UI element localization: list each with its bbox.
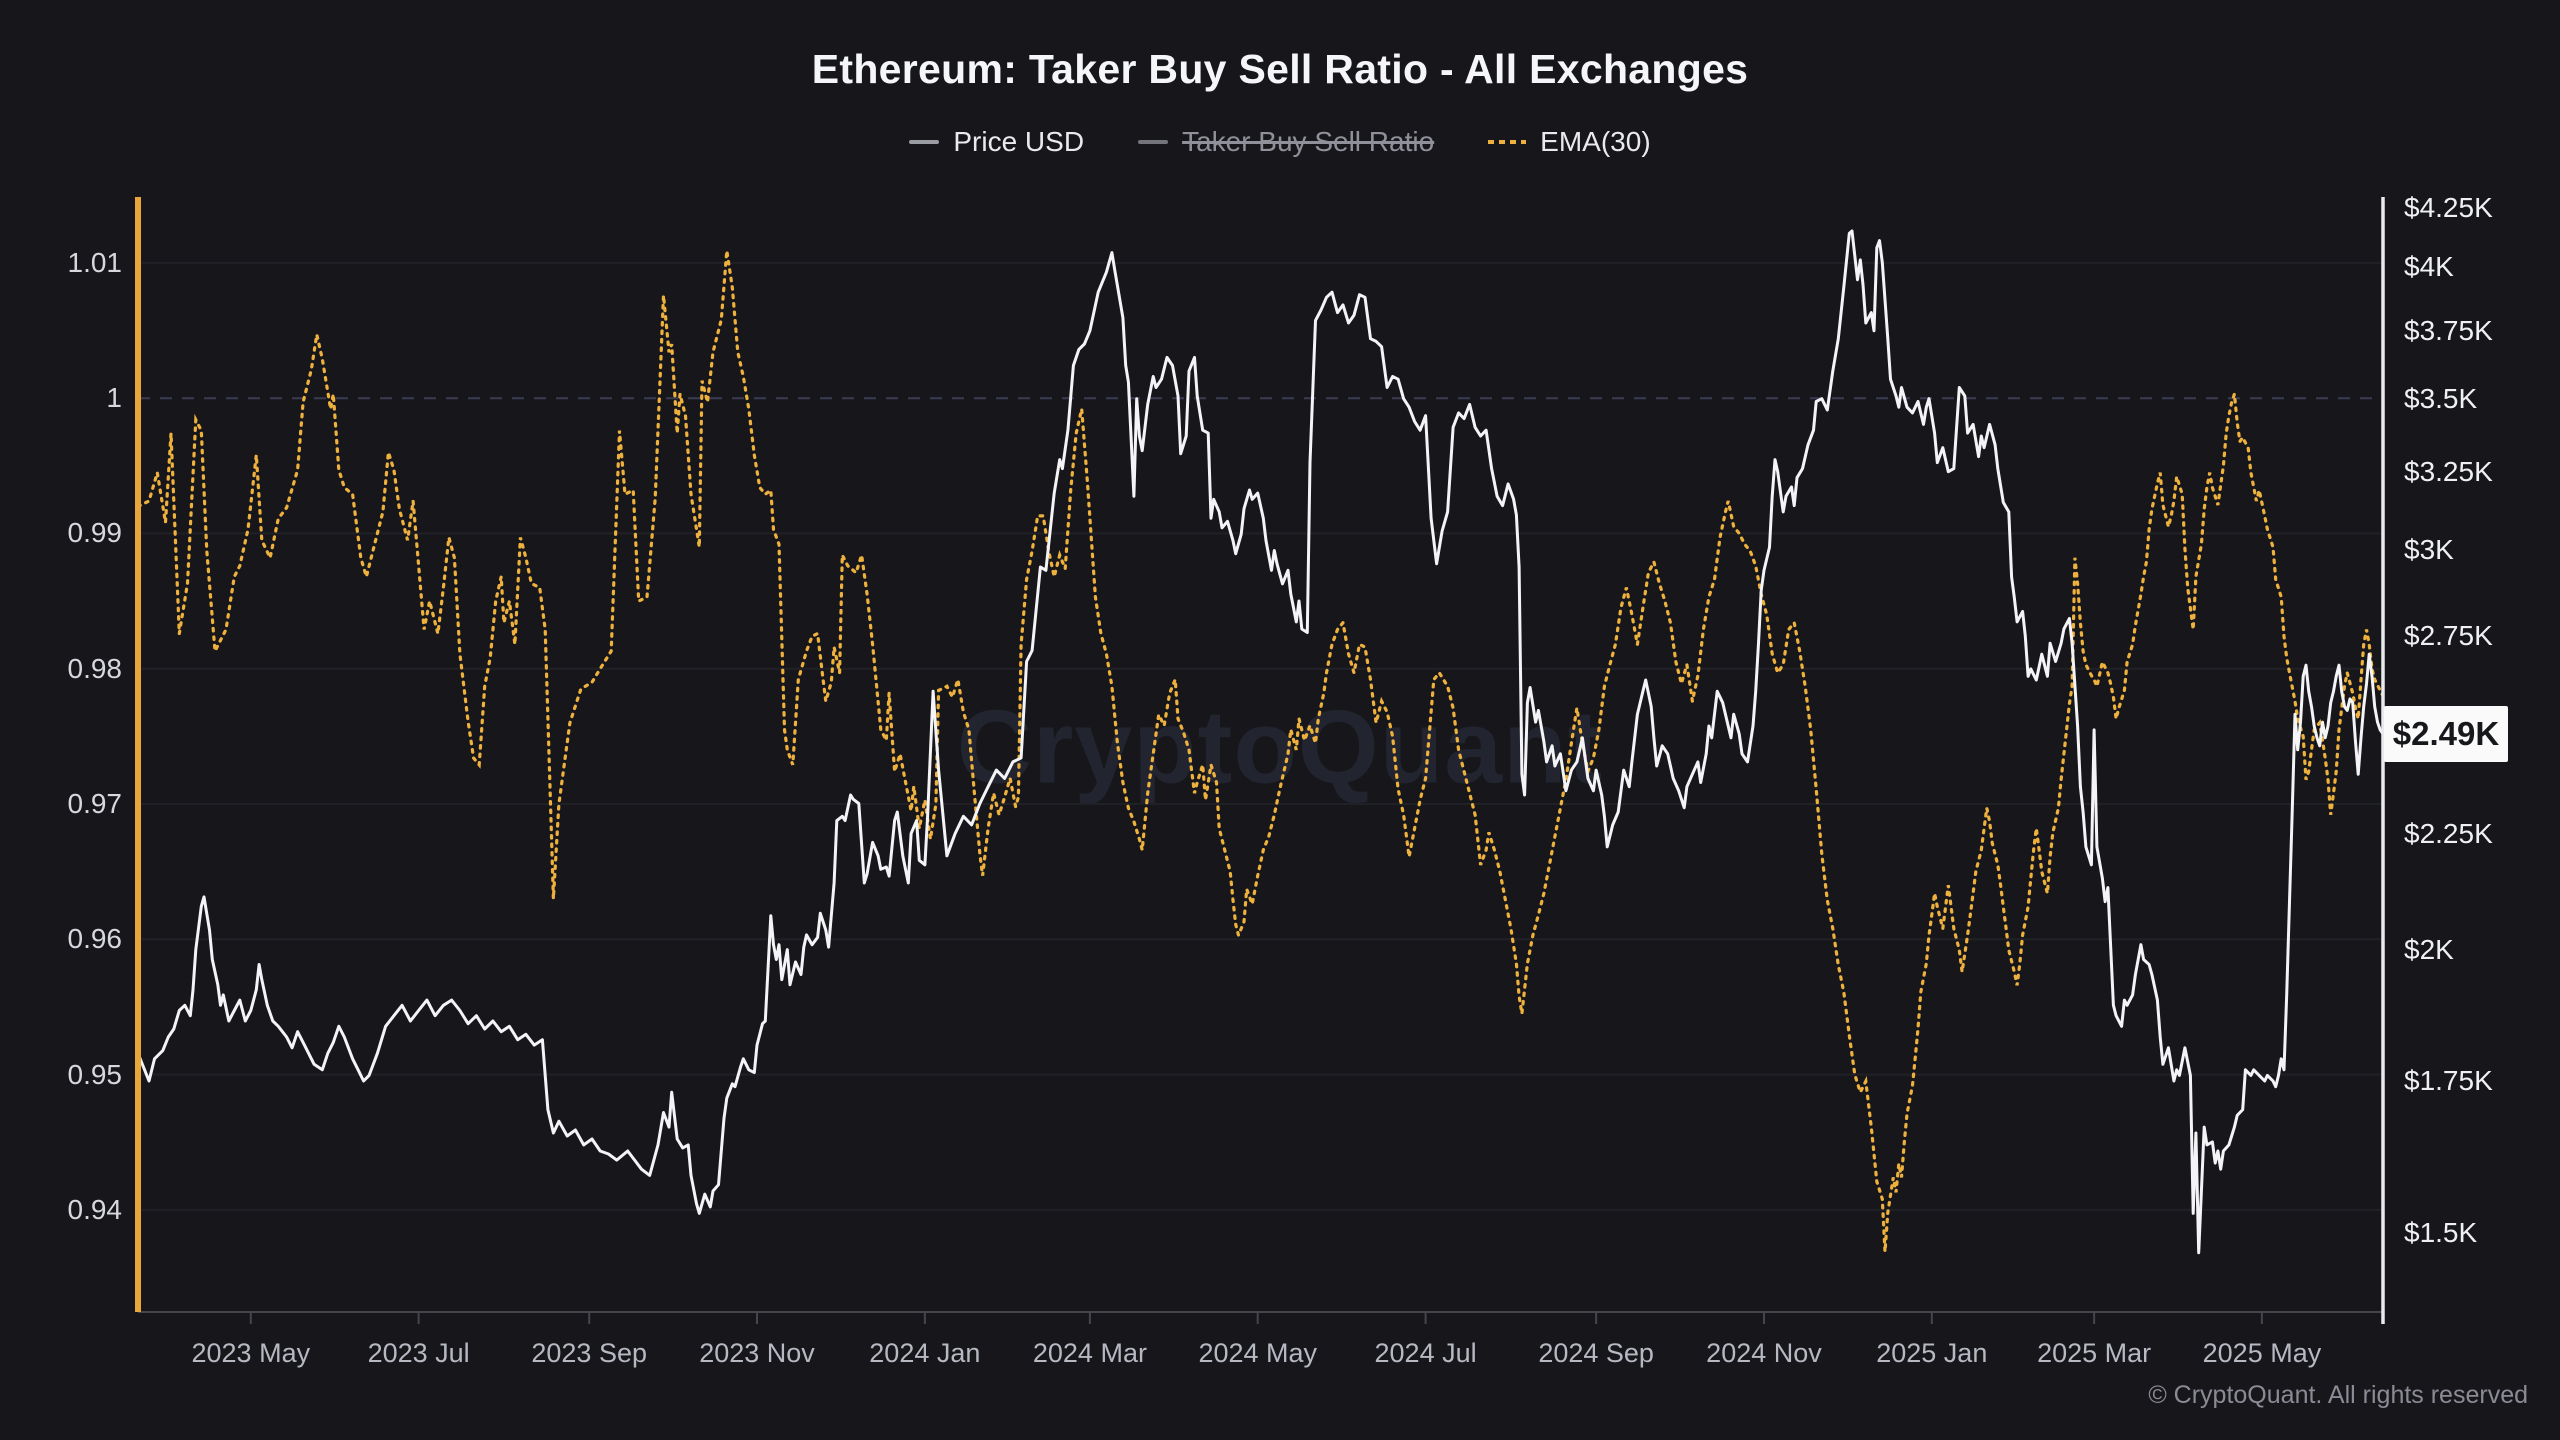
right-axis-tick-label: $1.75K [2404,1065,2493,1097]
right-axis-tick-label: $1.5K [2404,1216,2478,1248]
legend-item-taker-buy-sell-ratio[interactable]: Taker Buy Sell Ratio [1138,126,1434,158]
ratio-series-marker-icon [1138,140,1169,144]
legend-item-ema-30[interactable]: EMA(30) [1488,126,1651,158]
left-axis-tick-label: 1 [106,382,122,414]
right-axis-tick-label: $4.25K [2404,191,2493,223]
legend-item-price-usd[interactable]: Price USD [909,126,1084,158]
x-axis-tick-label: 2024 Nov [1706,1338,1822,1368]
x-axis-tick-label: 2024 Sep [1538,1338,1654,1368]
legend-label-taker-buy-sell-ratio: Taker Buy Sell Ratio [1182,126,1435,157]
left-axis-tick-label: 0.97 [67,788,123,819]
ema-series-marker-icon [1488,140,1527,144]
right-axis-tick-label: $3K [2404,534,2454,566]
right-axis-tick-label: $3.25K [2404,455,2493,487]
left-axis-tick-label: 0.95 [67,1058,123,1090]
x-axis-tick-label: 2025 Jan [1876,1338,1988,1368]
right-axis-tick-label: $2.25K [2404,817,2493,849]
x-axis-tick-label: 2024 Jan [869,1338,981,1368]
legend-label-ema-30: EMA(30) [1540,126,1651,157]
copyright-note: © CryptoQuant. All rights reserved [2148,1381,2528,1409]
right-axis-tick-label: $2.75K [2404,620,2493,652]
x-axis-tick-label: 2025 Mar [2037,1338,2152,1368]
x-axis-tick-label: 2023 Sep [531,1338,647,1368]
x-axis-tick-label: 2024 Jul [1374,1338,1477,1368]
right-axis-tick-label: $4K [2404,251,2454,283]
left-axis-tick-label: 0.94 [67,1193,123,1225]
chart-title: Ethereum: Taker Buy Sell Ratio - All Exc… [811,46,1749,92]
left-axis-tick-label: 0.96 [67,923,123,955]
right-axis-tick-label: $2K [2404,933,2454,965]
x-axis-tick-label: 2024 Mar [1032,1338,1147,1368]
x-axis-tick-label: 2025 May [2202,1338,2322,1368]
price-series-marker-icon [909,140,940,144]
left-axis-tick-label: 1.01 [67,246,123,278]
x-axis-tick-label: 2023 Jul [367,1338,470,1368]
legend-label-price-usd: Price USD [953,126,1085,157]
x-axis-tick-label: 2024 May [1198,1338,1318,1368]
legend: Price USD Taker Buy Sell Ratio EMA(30) [0,126,2560,158]
left-axis: 1.01 1 0.99 0.98 0.97 0.96 0.95 0.94 [0,0,123,1440]
right-axis: $4.25K $4K $3.75K $3.5K $3.25K $3K $2.75K $2.25… [2404,0,2560,1440]
x-axis-tick-label: 2023 May [191,1338,311,1368]
x-axis-tick-label: 2023 Nov [699,1338,815,1368]
last-price-badge: $2.49K [2384,705,2508,762]
left-axis-tick-label: 0.99 [67,517,123,549]
right-axis-tick-label: $3.75K [2404,314,2493,346]
right-axis-tick-label: $3.5K [2404,382,2478,414]
left-axis-tick-label: 0.98 [67,652,123,684]
